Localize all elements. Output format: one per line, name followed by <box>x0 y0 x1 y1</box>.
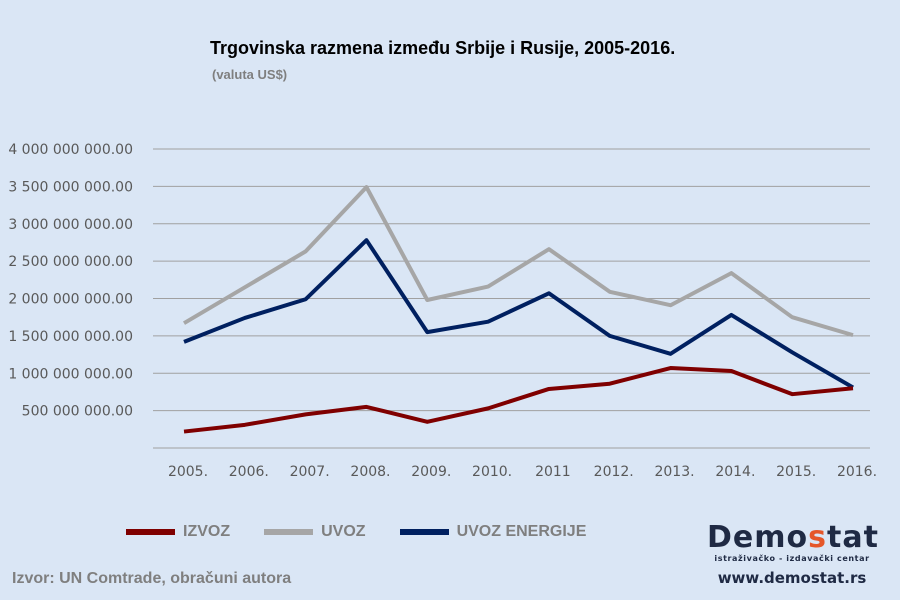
x-tick-label: 2005. <box>168 464 208 480</box>
legend-item-uvoz-energije: UVOZ ENERGIJE <box>399 523 587 541</box>
x-tick-label: 2013. <box>654 464 694 480</box>
legend-swatch-uvoz <box>264 529 314 535</box>
y-tick-label: 2 500 000 000.00 <box>8 254 133 270</box>
legend-item-uvoz: UVOZ <box>264 523 366 541</box>
series-line-izvoz <box>183 366 854 434</box>
y-tick-label: 1 000 000 000.00 <box>8 366 133 382</box>
logo-url: www.demostat.rs <box>717 569 867 587</box>
x-tick-label: 2011 <box>535 464 571 480</box>
x-tick-label: 2006. <box>229 464 269 480</box>
x-tick-label: 2015. <box>776 464 816 480</box>
y-tick-label: 3 500 000 000.00 <box>8 179 133 195</box>
legend-label: UVOZ <box>321 523 366 540</box>
y-tick-label: 3 000 000 000.00 <box>8 217 133 233</box>
chart-title: Trgovinska razmena između Srbije i Rusij… <box>210 38 676 58</box>
x-tick-label: 2016. <box>837 464 877 480</box>
y-tick-label: 2 000 000 000.00 <box>8 292 133 308</box>
legend-label: UVOZ ENERGIJE <box>456 523 587 540</box>
logo-wordmark: Demostat <box>707 520 879 555</box>
logo-name-part2: tat <box>826 520 879 555</box>
legend-item-izvoz: IZVOZ <box>126 523 230 541</box>
x-tick-label: 2007. <box>290 464 330 480</box>
source-note: Izvor: UN Comtrade, obračuni autora <box>12 570 292 587</box>
legend-label: IZVOZ <box>183 523 231 540</box>
series-line-uvoz <box>182 185 854 338</box>
chart-subtitle: (valuta US$) <box>212 67 288 82</box>
y-tick-label: 1 500 000 000.00 <box>8 329 133 345</box>
logo-name-accent: s <box>808 520 827 555</box>
x-tick-label: 2010. <box>472 464 512 480</box>
legend: IZVOZ UVOZ UVOZ ENERGIJE <box>126 523 620 541</box>
x-tick-label: 2012. <box>594 464 634 480</box>
logo-name-part1: Demo <box>707 520 809 555</box>
logo-tagline: istraživačko - izdavački centar <box>714 554 870 563</box>
y-tick-label: 4 000 000 000.00 <box>8 142 133 158</box>
data-series <box>182 185 855 434</box>
legend-swatch-uvoz-energije <box>399 529 449 535</box>
series-line-uvoz-energije <box>183 238 855 390</box>
x-tick-label: 2014. <box>715 464 755 480</box>
y-tick-label: 500 000 000.00 <box>22 404 133 420</box>
y-axis-labels: 500 000 000.00 1 000 000 000.00 1 500 000 … <box>8 142 133 420</box>
x-axis-labels: 2005. 2006. 2007. 2008. 2009. 2010. 2011 2012. 2… <box>168 464 877 480</box>
demostat-logo: Demostat istraživačko - izdavački centar… <box>707 520 879 588</box>
gridlines <box>153 148 870 449</box>
x-tick-label: 2008. <box>350 464 390 480</box>
legend-swatch-izvoz <box>126 529 175 535</box>
x-tick-label: 2009. <box>411 464 451 480</box>
